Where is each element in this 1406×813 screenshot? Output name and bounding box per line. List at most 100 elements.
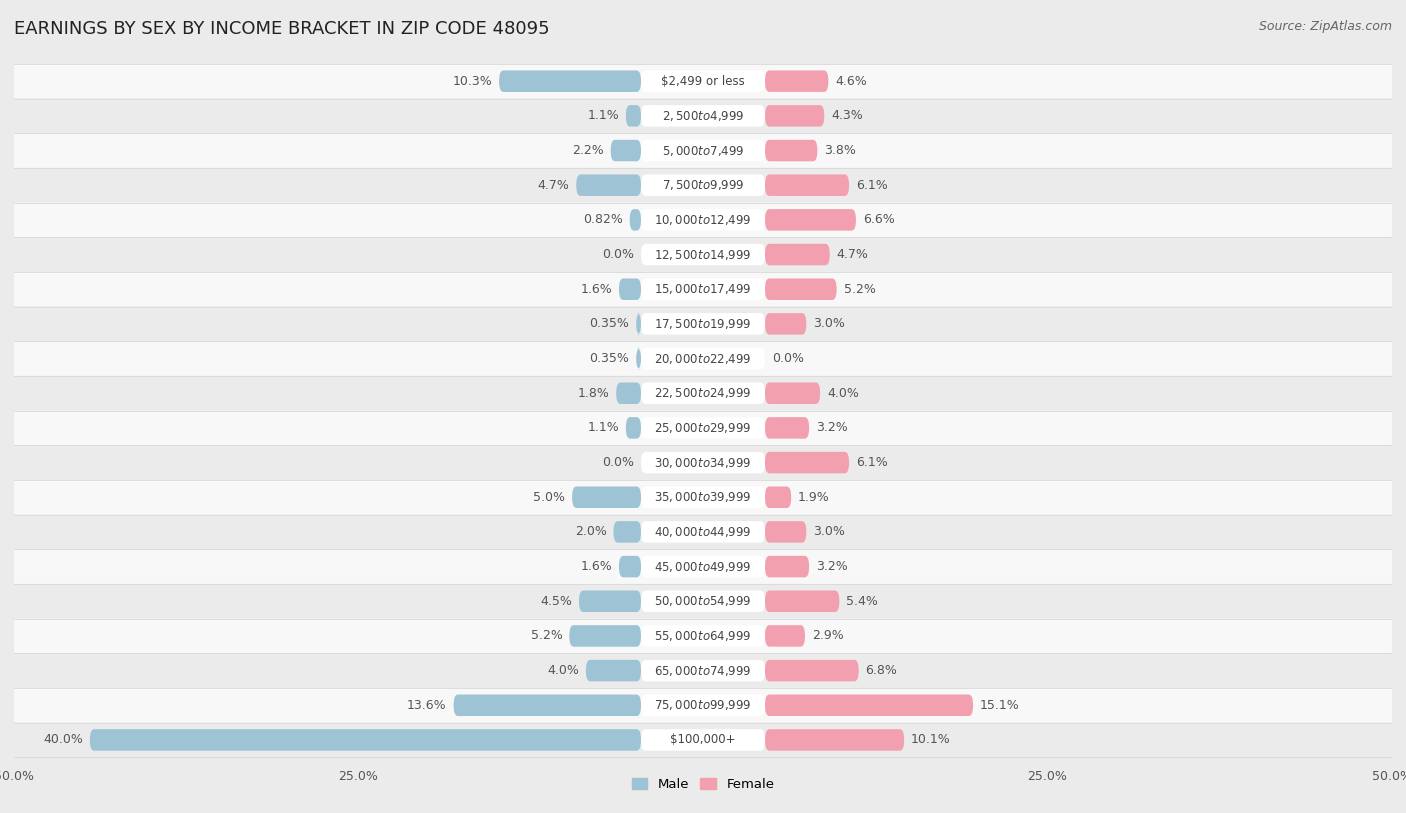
Text: Source: ZipAtlas.com: Source: ZipAtlas.com	[1258, 20, 1392, 33]
Text: $10,000 to $12,499: $10,000 to $12,499	[654, 213, 752, 227]
FancyBboxPatch shape	[765, 209, 856, 231]
Text: 1.8%: 1.8%	[578, 387, 609, 400]
Text: 0.35%: 0.35%	[589, 352, 630, 365]
FancyBboxPatch shape	[765, 71, 828, 92]
FancyBboxPatch shape	[641, 209, 765, 231]
Text: 5.4%: 5.4%	[846, 595, 879, 608]
Text: 3.0%: 3.0%	[813, 525, 845, 538]
FancyBboxPatch shape	[14, 480, 1392, 515]
FancyBboxPatch shape	[765, 279, 837, 300]
FancyBboxPatch shape	[641, 452, 765, 473]
Text: $40,000 to $44,999: $40,000 to $44,999	[654, 525, 752, 539]
FancyBboxPatch shape	[576, 175, 641, 196]
Text: $25,000 to $29,999: $25,000 to $29,999	[654, 421, 752, 435]
FancyBboxPatch shape	[14, 446, 1392, 480]
Text: 0.35%: 0.35%	[589, 317, 630, 330]
FancyBboxPatch shape	[765, 521, 807, 542]
FancyBboxPatch shape	[641, 279, 765, 300]
FancyBboxPatch shape	[765, 140, 817, 161]
FancyBboxPatch shape	[613, 521, 641, 542]
FancyBboxPatch shape	[610, 140, 641, 161]
Text: $50,000 to $54,999: $50,000 to $54,999	[654, 594, 752, 608]
FancyBboxPatch shape	[569, 625, 641, 646]
FancyBboxPatch shape	[641, 175, 765, 196]
FancyBboxPatch shape	[641, 348, 765, 369]
Text: 4.5%: 4.5%	[540, 595, 572, 608]
Text: 4.7%: 4.7%	[537, 179, 569, 192]
FancyBboxPatch shape	[641, 521, 765, 542]
Text: 13.6%: 13.6%	[408, 699, 447, 711]
Text: 6.1%: 6.1%	[856, 456, 887, 469]
Text: 4.6%: 4.6%	[835, 75, 868, 88]
Text: 4.0%: 4.0%	[547, 664, 579, 677]
Text: 1.6%: 1.6%	[581, 560, 612, 573]
Text: 2.9%: 2.9%	[811, 629, 844, 642]
Text: $20,000 to $22,499: $20,000 to $22,499	[654, 351, 752, 366]
FancyBboxPatch shape	[454, 694, 641, 716]
Text: 15.1%: 15.1%	[980, 699, 1019, 711]
FancyBboxPatch shape	[14, 202, 1392, 237]
Text: $2,499 or less: $2,499 or less	[661, 75, 745, 88]
FancyBboxPatch shape	[765, 590, 839, 612]
Text: 2.2%: 2.2%	[572, 144, 603, 157]
Text: 10.1%: 10.1%	[911, 733, 950, 746]
Text: 3.0%: 3.0%	[813, 317, 845, 330]
FancyBboxPatch shape	[586, 660, 641, 681]
FancyBboxPatch shape	[765, 486, 792, 508]
FancyBboxPatch shape	[641, 313, 765, 335]
Text: 1.6%: 1.6%	[581, 283, 612, 296]
FancyBboxPatch shape	[14, 584, 1392, 619]
FancyBboxPatch shape	[630, 209, 641, 231]
FancyBboxPatch shape	[641, 417, 765, 439]
FancyBboxPatch shape	[641, 660, 765, 681]
Text: 4.3%: 4.3%	[831, 110, 863, 122]
FancyBboxPatch shape	[641, 244, 765, 265]
Text: 0.82%: 0.82%	[583, 213, 623, 226]
FancyBboxPatch shape	[14, 619, 1392, 654]
FancyBboxPatch shape	[765, 452, 849, 473]
FancyBboxPatch shape	[14, 341, 1392, 376]
Text: 1.1%: 1.1%	[588, 421, 619, 434]
Text: $100,000+: $100,000+	[671, 733, 735, 746]
FancyBboxPatch shape	[765, 729, 904, 750]
Text: 3.8%: 3.8%	[824, 144, 856, 157]
Text: 0.0%: 0.0%	[602, 248, 634, 261]
FancyBboxPatch shape	[626, 105, 641, 127]
FancyBboxPatch shape	[14, 133, 1392, 167]
FancyBboxPatch shape	[14, 167, 1392, 202]
Text: 6.6%: 6.6%	[863, 213, 894, 226]
FancyBboxPatch shape	[641, 556, 765, 577]
FancyBboxPatch shape	[14, 272, 1392, 307]
FancyBboxPatch shape	[765, 175, 849, 196]
Text: $7,500 to $9,999: $7,500 to $9,999	[662, 178, 744, 192]
FancyBboxPatch shape	[14, 98, 1392, 133]
FancyBboxPatch shape	[619, 279, 641, 300]
FancyBboxPatch shape	[765, 382, 820, 404]
Text: $2,500 to $4,999: $2,500 to $4,999	[662, 109, 744, 123]
Text: $22,500 to $24,999: $22,500 to $24,999	[654, 386, 752, 400]
Text: 3.2%: 3.2%	[815, 421, 848, 434]
FancyBboxPatch shape	[14, 515, 1392, 550]
FancyBboxPatch shape	[641, 694, 765, 716]
FancyBboxPatch shape	[572, 486, 641, 508]
Text: 40.0%: 40.0%	[44, 733, 83, 746]
Text: 3.2%: 3.2%	[815, 560, 848, 573]
FancyBboxPatch shape	[499, 71, 641, 92]
FancyBboxPatch shape	[619, 556, 641, 577]
Text: 1.9%: 1.9%	[799, 491, 830, 504]
FancyBboxPatch shape	[14, 688, 1392, 723]
FancyBboxPatch shape	[765, 625, 806, 646]
FancyBboxPatch shape	[90, 729, 641, 750]
FancyBboxPatch shape	[626, 417, 641, 439]
FancyBboxPatch shape	[765, 417, 808, 439]
Text: 6.1%: 6.1%	[856, 179, 887, 192]
Text: 5.2%: 5.2%	[530, 629, 562, 642]
FancyBboxPatch shape	[641, 382, 765, 404]
FancyBboxPatch shape	[641, 625, 765, 646]
FancyBboxPatch shape	[641, 486, 765, 508]
FancyBboxPatch shape	[14, 411, 1392, 446]
FancyBboxPatch shape	[765, 105, 824, 127]
Text: 5.0%: 5.0%	[533, 491, 565, 504]
Text: 4.0%: 4.0%	[827, 387, 859, 400]
FancyBboxPatch shape	[14, 237, 1392, 272]
